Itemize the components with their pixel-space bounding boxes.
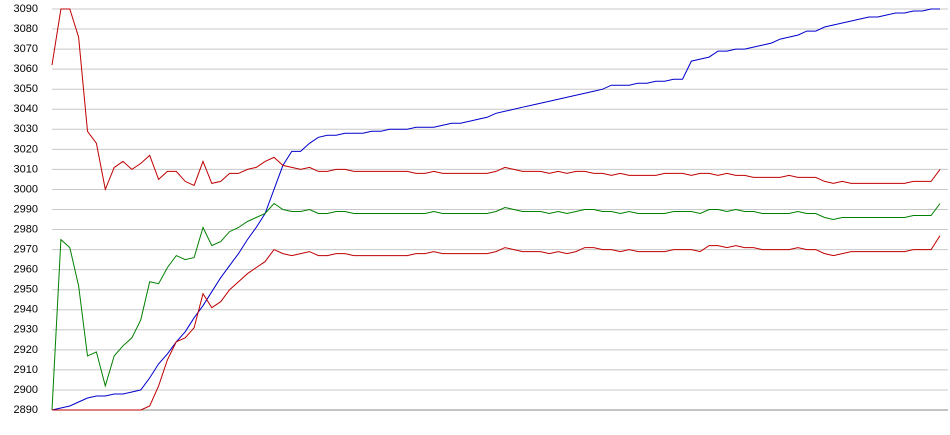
y-tick-label: 2960 <box>14 264 38 276</box>
y-tick-label: 2900 <box>14 384 38 396</box>
y-tick-label: 3090 <box>14 3 38 15</box>
y-tick-label: 2910 <box>14 364 38 376</box>
y-tick-label: 2930 <box>14 324 38 336</box>
y-tick-label: 3050 <box>14 83 38 95</box>
y-tick-label: 2890 <box>14 404 38 416</box>
y-tick-label: 2940 <box>14 304 38 316</box>
y-tick-label: 3010 <box>14 163 38 175</box>
series-line <box>51 202 941 411</box>
series-line <box>51 8 940 411</box>
y-tick-label: 2990 <box>14 203 38 215</box>
y-tick-label: 3030 <box>14 123 38 135</box>
series-line <box>52 235 941 411</box>
y-tick-label: 3020 <box>14 143 38 155</box>
y-tick-label: 3060 <box>14 63 38 75</box>
y-tick-label: 3080 <box>14 23 38 35</box>
y-tick-label: 3000 <box>14 183 38 195</box>
y-tick-label: 2980 <box>14 223 38 235</box>
y-tick-label: 3040 <box>14 103 38 115</box>
series-line <box>51 8 941 192</box>
y-tick-label: 2950 <box>14 284 38 296</box>
y-tick-label: 2970 <box>14 244 38 256</box>
y-tick-label: 3070 <box>14 43 38 55</box>
y-tick-label: 2920 <box>14 344 38 356</box>
